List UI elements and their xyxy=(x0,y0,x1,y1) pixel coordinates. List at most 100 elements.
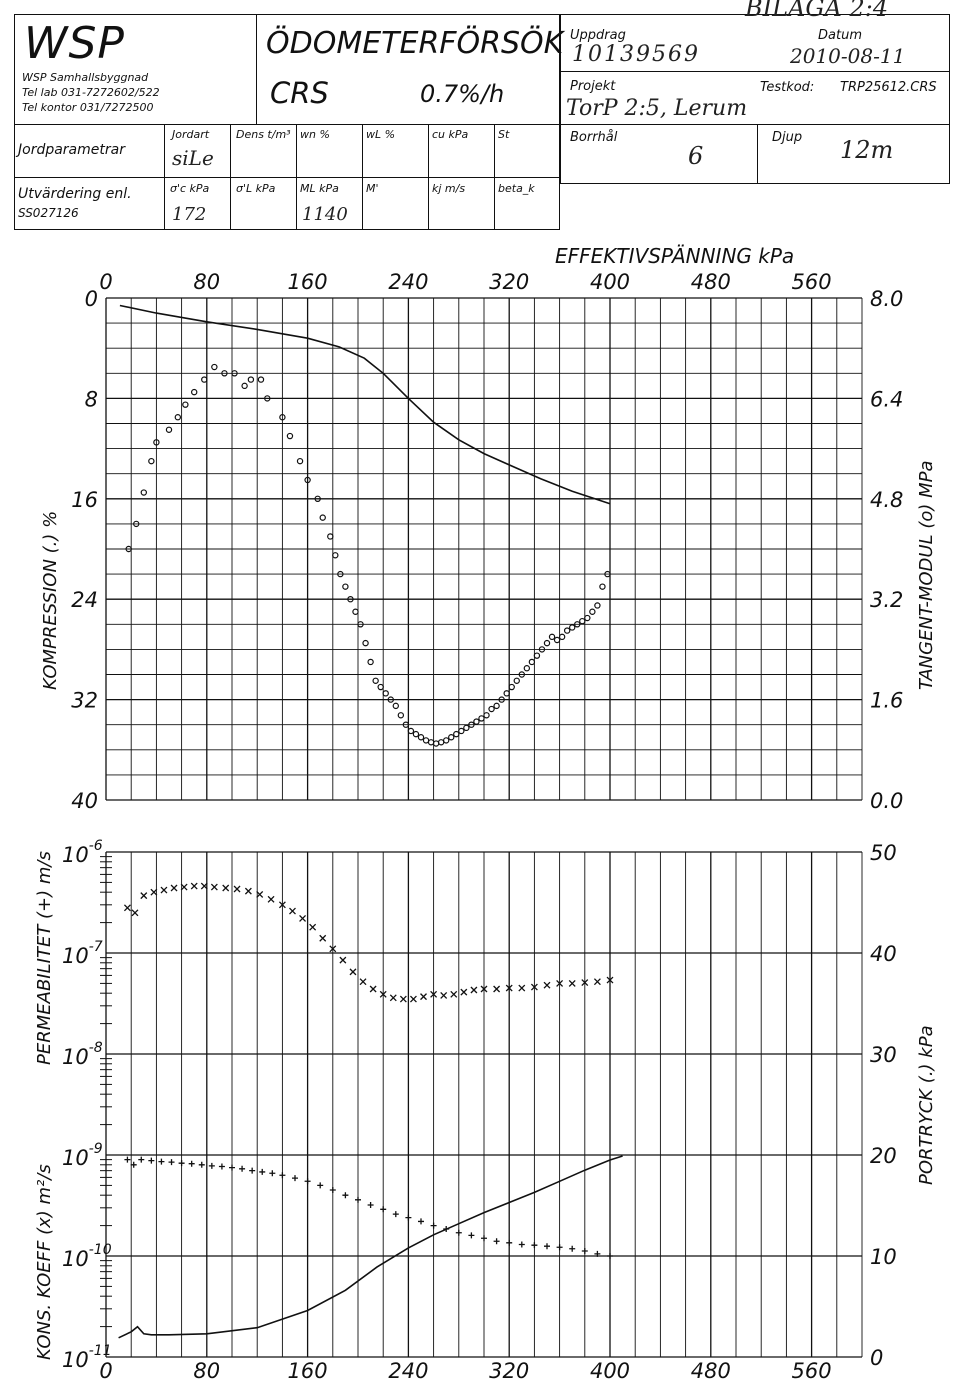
data-point-consolidation xyxy=(399,995,407,1003)
ml-label: ML kPa xyxy=(300,182,339,195)
data-point-modulus xyxy=(548,633,556,641)
data-point-modulus xyxy=(478,715,485,722)
data-point-permeability xyxy=(178,1160,185,1167)
data-point-consolidation xyxy=(505,984,513,992)
y-tick-label-log: 10-9 xyxy=(62,1141,103,1170)
data-point-consolidation xyxy=(480,985,488,993)
data-point-consolidation xyxy=(556,979,564,987)
permeability-grid xyxy=(100,851,863,1358)
data-point-permeability xyxy=(198,1161,205,1168)
y-tick-label: 8 xyxy=(85,387,98,411)
x-tick-label-bottom: 560 xyxy=(792,1359,832,1383)
data-point-modulus xyxy=(417,734,425,741)
data-point-consolidation xyxy=(349,968,357,976)
company-line-2: Tel lab 031-7272602/522 xyxy=(22,86,160,99)
x-tick-label-bottom: 480 xyxy=(691,1359,731,1383)
datum-value: 2010-08-11 xyxy=(790,44,906,68)
data-point-modulus xyxy=(148,457,155,465)
data-point-consolidation xyxy=(278,901,286,909)
testkod-value: TRP25612.CRS xyxy=(840,80,937,95)
data-point-permeability xyxy=(418,1218,424,1225)
data-point-modulus xyxy=(594,602,601,609)
series-layer xyxy=(118,304,623,1339)
data-point-modulus xyxy=(319,514,326,521)
divider xyxy=(164,124,166,230)
jordart-label: Jordart xyxy=(172,128,210,141)
data-point-permeability xyxy=(506,1239,513,1246)
cu-label: cu kPa xyxy=(432,128,469,141)
y-tick-label: 0 xyxy=(85,287,98,311)
data-point-consolidation xyxy=(309,923,317,931)
data-point-consolidation xyxy=(160,886,168,894)
divider xyxy=(256,14,258,124)
data-point-modulus xyxy=(579,617,586,625)
data-point-consolidation xyxy=(420,993,427,1001)
data-point-permeability xyxy=(594,1250,601,1257)
data-point-modulus xyxy=(327,533,334,540)
data-point-modulus xyxy=(483,712,490,719)
y2-tick-label: 6.4 xyxy=(870,387,903,411)
testkod-label: Testkod: xyxy=(760,80,815,95)
data-point-modulus xyxy=(538,646,546,653)
data-point-modulus xyxy=(332,552,339,559)
y-tick-label: 32 xyxy=(71,689,98,713)
data-point-modulus xyxy=(498,696,505,703)
uppdrag-value: 10139569 xyxy=(572,42,700,67)
divider xyxy=(296,124,298,230)
data-point-consolidation xyxy=(379,990,387,998)
x-tick-label-bottom: 80 xyxy=(193,1359,220,1383)
data-point-permeability xyxy=(148,1157,155,1164)
data-point-consolidation xyxy=(256,890,264,898)
data-point-modulus xyxy=(443,737,450,744)
data-point-consolidation xyxy=(267,895,275,903)
data-point-modulus xyxy=(342,583,349,590)
data-point-modulus xyxy=(362,639,369,647)
data-point-consolidation xyxy=(440,991,448,999)
divider xyxy=(757,124,759,184)
y2-tick-label: 8.0 xyxy=(870,287,903,311)
data-point-modulus xyxy=(337,570,344,578)
data-point-modulus xyxy=(523,665,531,672)
y-tick-label: 40 xyxy=(71,789,98,813)
data-point-modulus xyxy=(264,395,271,402)
data-point-modulus xyxy=(508,683,515,691)
sigma-c-label: σ'c kPa xyxy=(170,182,210,195)
y2-tick-label: 3.2 xyxy=(870,588,903,612)
data-point-modulus xyxy=(422,737,430,744)
data-point-consolidation xyxy=(289,907,296,915)
data-point-consolidation xyxy=(222,884,230,892)
data-point-consolidation xyxy=(180,883,188,891)
data-point-modulus xyxy=(604,570,611,578)
kj-label: kj m/s xyxy=(432,182,466,195)
data-point-modulus xyxy=(569,624,576,631)
data-point-modulus xyxy=(174,414,182,421)
y-tick-label-log: 10-6 xyxy=(62,838,103,867)
wn-label: wn % xyxy=(300,128,330,141)
data-point-modulus xyxy=(140,489,147,496)
data-point-permeability xyxy=(218,1163,225,1170)
data-point-consolidation xyxy=(581,979,589,986)
data-point-modulus xyxy=(247,376,255,383)
data-point-modulus xyxy=(528,658,536,666)
x-tick-label-top: 320 xyxy=(489,270,529,294)
x-tick-label-bottom: 320 xyxy=(489,1359,529,1383)
data-point-modulus xyxy=(402,721,410,728)
sigma-c-value: 172 xyxy=(172,204,207,225)
data-point-modulus xyxy=(314,495,321,502)
stamp-label: BILAGA 2:4 xyxy=(745,0,889,22)
compression-curve xyxy=(119,304,611,505)
divider xyxy=(560,71,950,73)
borrhal-value: 6 xyxy=(688,142,704,170)
test-method: CRS xyxy=(270,76,329,110)
data-point-modulus xyxy=(296,457,304,465)
data-point-permeability xyxy=(208,1162,215,1169)
data-point-modulus xyxy=(518,671,526,678)
data-point-permeability xyxy=(188,1160,195,1167)
data-point-consolidation xyxy=(233,885,241,893)
y2-tick-label: 50 xyxy=(870,841,897,865)
data-point-consolidation xyxy=(131,909,139,917)
data-point-permeability xyxy=(367,1201,374,1208)
data-point-modulus xyxy=(473,718,480,725)
data-point-permeability xyxy=(329,1187,336,1194)
